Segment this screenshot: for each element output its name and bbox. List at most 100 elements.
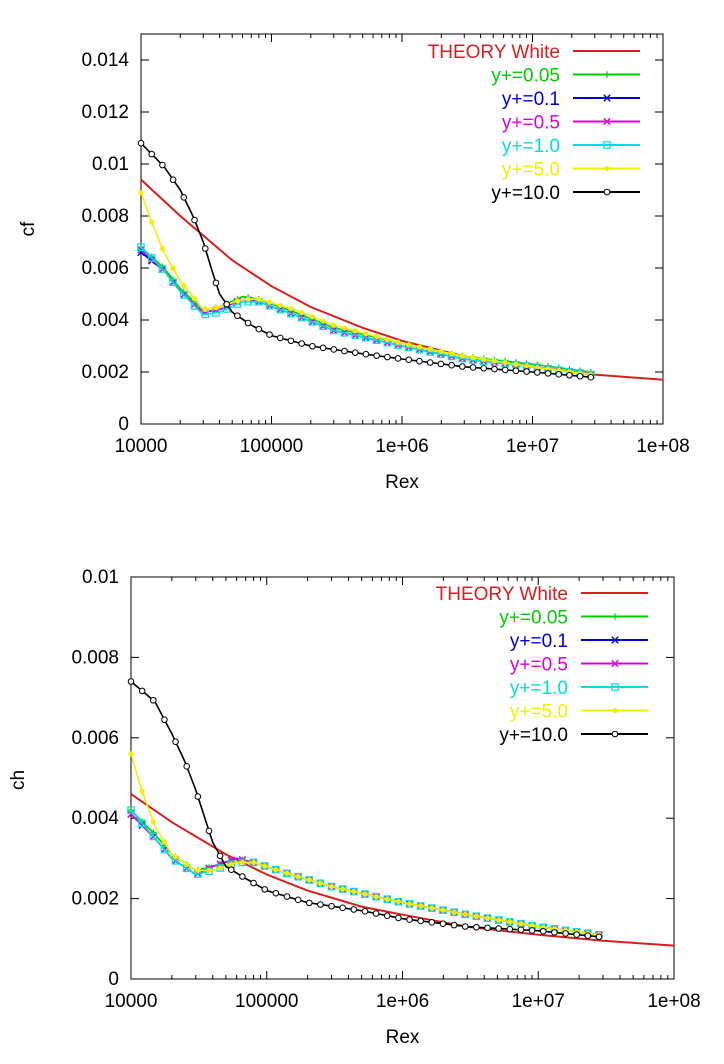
data-point	[228, 861, 234, 867]
data-point	[317, 901, 324, 908]
data-point	[595, 933, 603, 941]
data-point	[239, 859, 246, 866]
data-point	[502, 360, 508, 366]
data-point	[340, 886, 346, 892]
legend-label: y+=0.05	[491, 66, 560, 87]
data-point	[149, 219, 155, 225]
data-point	[518, 921, 524, 927]
data-point	[341, 347, 348, 355]
data-point	[284, 870, 290, 876]
data-point	[273, 867, 279, 873]
data-point	[138, 190, 144, 196]
data-point	[256, 296, 262, 302]
data-point	[191, 296, 198, 302]
data-point	[320, 318, 326, 324]
y-tick-label: 0.004	[81, 310, 129, 331]
legend-marker	[611, 683, 619, 691]
legend-label: y+=5.0	[502, 160, 560, 181]
data-point	[513, 361, 519, 367]
x-tick-label: 100000	[240, 436, 303, 457]
data-point	[448, 361, 455, 369]
data-point	[298, 340, 305, 347]
data-point	[227, 856, 235, 864]
data-point	[205, 827, 213, 835]
data-point	[534, 364, 540, 371]
data-point	[352, 328, 358, 334]
series-7	[127, 678, 603, 941]
data-point	[523, 368, 530, 375]
data-point	[517, 926, 525, 934]
x-tick-label: 1e+06	[376, 991, 429, 1012]
data-point	[272, 865, 280, 874]
data-point	[170, 265, 176, 272]
legend-marker	[612, 707, 618, 714]
data-point	[138, 821, 146, 830]
data-point	[491, 358, 498, 364]
data-point	[217, 865, 223, 871]
plot-frame	[140, 33, 664, 425]
data-point	[299, 309, 305, 316]
legend-label: y+=0.5	[502, 113, 560, 134]
data-point	[266, 331, 273, 338]
data-point	[406, 916, 413, 923]
legend-label: y+=0.1	[510, 631, 568, 652]
data-point	[172, 738, 179, 745]
data-point	[416, 357, 423, 365]
cf-chart: 10000 100000 1e+06 1e+07 1e+08 0 0.002 0.004 0.0…	[18, 33, 690, 493]
data-point	[159, 245, 166, 252]
data-point	[202, 306, 208, 312]
y-tick-label: 0.004	[71, 808, 119, 829]
data-point	[169, 278, 177, 287]
data-point	[147, 254, 156, 262]
data-point	[545, 366, 551, 372]
data-point	[426, 359, 434, 366]
data-point	[506, 925, 514, 933]
data-point	[138, 687, 146, 695]
y-tick-label: 0.008	[81, 206, 129, 227]
y-tick-label: 0.002	[71, 889, 119, 910]
legend-marker	[611, 730, 619, 738]
data-point	[137, 139, 145, 147]
data-point	[149, 696, 157, 704]
data-point	[449, 351, 455, 357]
data-point	[283, 893, 291, 900]
data-point	[341, 325, 348, 331]
data-point	[184, 861, 190, 867]
x-tick-label: 100000	[235, 991, 298, 1012]
series-line	[140, 178, 664, 381]
x-tick-label: 1e+07	[506, 436, 559, 457]
data-point	[328, 902, 335, 910]
data-point	[127, 806, 135, 814]
data-point	[138, 819, 146, 828]
y-tick-label: 0.012	[81, 102, 129, 123]
data-point	[250, 859, 257, 866]
data-point	[523, 363, 530, 369]
data-point	[194, 793, 202, 800]
data-point	[276, 334, 284, 342]
data-point	[181, 282, 187, 289]
data-point	[206, 867, 212, 874]
series-6	[128, 751, 602, 938]
legend-label: y+=1.0	[502, 136, 560, 157]
x-tick-label: 1e+07	[512, 991, 565, 1012]
data-point	[139, 788, 145, 794]
data-point	[272, 889, 280, 897]
y-tick-label: 0.014	[81, 50, 129, 71]
data-point	[416, 344, 423, 350]
data-point	[473, 913, 479, 919]
data-point	[223, 300, 230, 308]
data-point	[306, 877, 312, 883]
series-6	[138, 190, 594, 378]
legend-label: y+=5.0	[510, 702, 568, 723]
data-point	[287, 337, 295, 345]
data-point	[551, 929, 558, 936]
data-point	[451, 909, 457, 915]
data-point	[372, 910, 380, 917]
data-point	[395, 914, 402, 922]
data-point	[362, 891, 368, 897]
data-point	[172, 854, 179, 860]
data-point	[183, 763, 191, 770]
data-point	[351, 349, 359, 356]
data-point	[459, 363, 466, 370]
